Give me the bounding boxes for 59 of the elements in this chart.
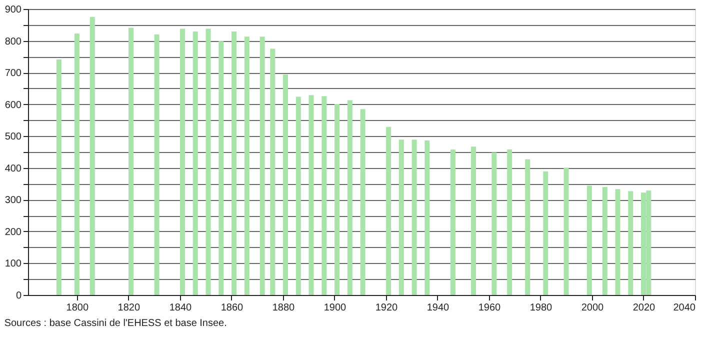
- bar: [218, 41, 224, 295]
- bar: [56, 60, 62, 295]
- y-tick-label: 300: [4, 195, 22, 206]
- bar: [74, 33, 80, 295]
- bar: [525, 159, 530, 295]
- bar: [308, 95, 314, 295]
- y-tick-label: 500: [4, 132, 22, 143]
- x-tick-label: 1940: [426, 302, 450, 314]
- bar: [206, 28, 211, 295]
- bar: [424, 140, 430, 295]
- bar: [270, 48, 276, 295]
- y-tick-label: 400: [4, 163, 22, 174]
- y-tick-label: 200: [4, 226, 22, 238]
- x-tick-label: 1980: [530, 302, 553, 314]
- bar: [260, 36, 265, 295]
- bar: [322, 96, 327, 295]
- x-tick-label: 1840: [169, 302, 192, 314]
- bar: [232, 32, 237, 295]
- bar: [128, 28, 134, 295]
- x-tick-label: 1800: [66, 302, 89, 314]
- x-tick-label: 1820: [118, 302, 140, 314]
- bar: [283, 74, 288, 295]
- bar: [586, 186, 592, 295]
- bar: [90, 16, 95, 295]
- y-tick-label: 600: [4, 100, 22, 111]
- bar: [602, 186, 608, 295]
- bar: [492, 152, 497, 295]
- x-tick-label: 1900: [324, 302, 347, 314]
- x-tick-label: 1960: [478, 302, 502, 314]
- bar: [450, 149, 456, 295]
- y-tick-label: 700: [4, 68, 22, 80]
- bar: [628, 191, 634, 295]
- y-tick-label: 900: [4, 4, 22, 16]
- bar: [412, 140, 417, 295]
- x-tick-label: 1920: [375, 302, 398, 314]
- bar: [398, 140, 404, 295]
- bar: [192, 32, 198, 295]
- bar: [360, 109, 366, 295]
- x-tick-label: 1880: [272, 302, 296, 314]
- bar: [564, 168, 569, 295]
- bar: [244, 36, 250, 295]
- bar: [296, 96, 301, 295]
- y-tick-label: 800: [4, 36, 22, 48]
- bar: [543, 171, 548, 295]
- bar: [180, 28, 186, 295]
- y-tick-label: 0: [16, 290, 22, 302]
- bar: [507, 149, 512, 295]
- x-tick-label: 2000: [581, 302, 604, 314]
- x-tick-label: 1860: [220, 302, 244, 314]
- bar: [334, 104, 340, 295]
- x-tick-label: 2040: [673, 302, 696, 314]
- x-tick-label: 2020: [632, 302, 656, 314]
- y-tick-label: 100: [4, 258, 22, 270]
- bar: [386, 126, 392, 295]
- bar: [154, 34, 160, 295]
- bar: [471, 146, 476, 295]
- bar: [615, 189, 620, 295]
- bar: [347, 100, 352, 295]
- source-note: Sources : base Cassini de l'EHESS et base Insee.: [4, 318, 227, 329]
